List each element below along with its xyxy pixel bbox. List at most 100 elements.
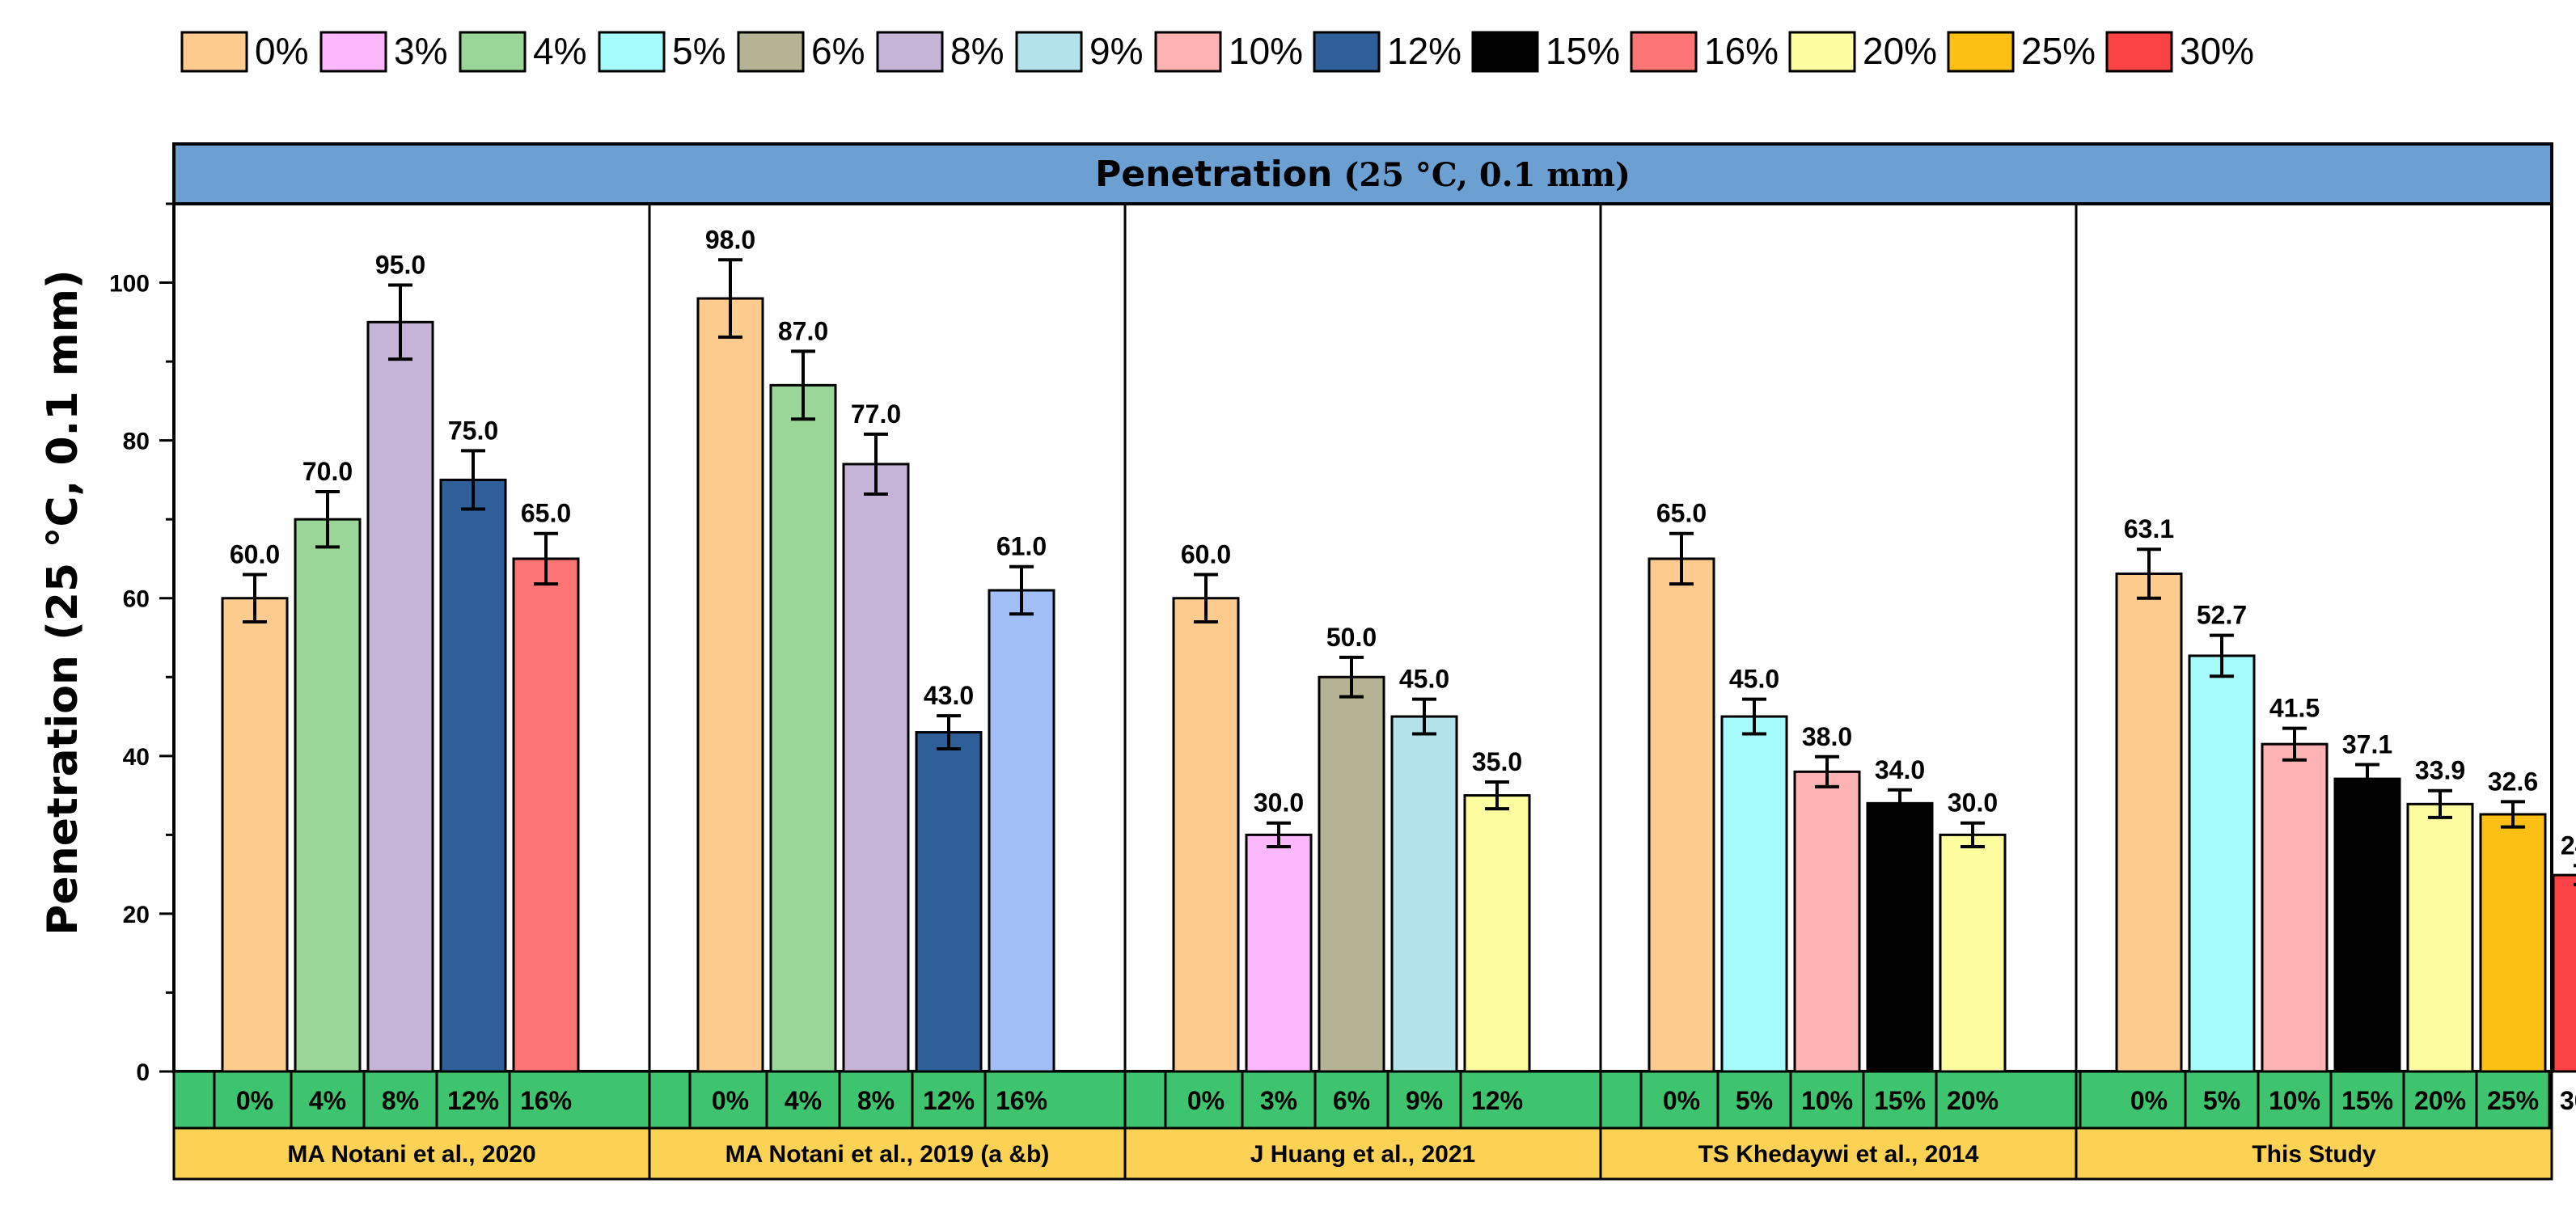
data-label: 45.0: [1729, 665, 1779, 694]
bar: [769, 383, 837, 1073]
legend-swatch: [1313, 31, 1381, 73]
category-cell: [435, 1070, 511, 1130]
category-label: 15%: [1874, 1086, 1926, 1115]
data-label: 77.0: [851, 399, 901, 429]
data-label: 30.0: [1948, 788, 1998, 818]
legend-swatch: [1154, 31, 1222, 73]
category-cell: [983, 1070, 1127, 1130]
bar: [1648, 557, 1715, 1073]
legend-swatch: [319, 31, 387, 73]
category-cell: [2548, 1070, 2553, 1130]
data-label: 98.0: [705, 225, 755, 254]
plot-area: Penetration (25 °C, 0.1 mm) 0 20 40 60 80 100 0%…: [109, 142, 2576, 1181]
category-cell: [648, 1070, 692, 1130]
category-label: 0%: [236, 1086, 273, 1115]
group-cell: [1599, 1126, 2078, 1181]
data-label: 33.9: [2415, 756, 2465, 785]
bar: [439, 478, 507, 1073]
bar: [915, 731, 983, 1073]
bar: [2406, 802, 2474, 1073]
legend-swatch: [1788, 31, 1856, 73]
bar: [1245, 833, 1313, 1073]
chart-title-units: (25 °C, 0.1 mm): [1343, 156, 1631, 194]
chart-title-main: Penetration: [1095, 154, 1332, 195]
legend-label: 10%: [1229, 30, 1303, 72]
group-label: This Study: [2252, 1141, 2376, 1168]
category-label: 20%: [2414, 1086, 2466, 1115]
y-tick-label: 20: [123, 902, 150, 928]
y-tick-label: 100: [109, 271, 150, 298]
legend-label: 15%: [1546, 30, 1620, 72]
legend-swatch: [876, 31, 944, 73]
group-cell: [648, 1126, 1127, 1181]
category-cell: [1123, 1070, 1167, 1130]
data-label: 60.0: [1181, 539, 1231, 568]
data-label: 50.0: [1326, 623, 1377, 652]
legend-label: 30%: [2180, 30, 2254, 72]
legend-label: 5%: [672, 30, 725, 72]
category-label: 3%: [1260, 1086, 1297, 1115]
bar: [696, 297, 764, 1073]
group-label: MA Notani et al., 2019 (a &b): [725, 1141, 1050, 1168]
category-cell: [1599, 1070, 1643, 1130]
data-label: 32.6: [2488, 767, 2538, 796]
legend-label: 9%: [1089, 30, 1143, 72]
chart-legend: 0% 3% 4% 5% 6% 8% 9% 10% 12% 15% 16% 20% 25% 30%: [180, 30, 2254, 73]
legend-label: 8%: [950, 30, 1004, 72]
category-label: 10%: [1801, 1086, 1853, 1115]
legend-label: 3%: [394, 30, 447, 72]
category-label: 5%: [1736, 1086, 1773, 1115]
category-label: 8%: [857, 1086, 895, 1115]
category-label: 16%: [520, 1086, 572, 1115]
data-label: 87.0: [778, 316, 828, 345]
y-tick-label: 80: [123, 429, 150, 455]
y-tick-label: 40: [123, 744, 150, 771]
data-label: 95.0: [375, 250, 425, 279]
legend-swatch: [180, 31, 248, 73]
category-label: 16%: [996, 1086, 1047, 1115]
category-label: 6%: [1333, 1086, 1370, 1115]
category-label: 15%: [2341, 1086, 2393, 1115]
bar: [842, 463, 910, 1073]
category-cell: [1386, 1070, 1462, 1130]
data-label: 60.0: [230, 539, 280, 568]
bar: [2479, 813, 2547, 1073]
data-label: 65.0: [521, 499, 571, 528]
legend-swatch: [1015, 31, 1083, 73]
data-label: 38.0: [1802, 722, 1852, 751]
category-label: 25%: [2487, 1086, 2539, 1115]
bar: [2261, 742, 2329, 1073]
bar: [366, 320, 434, 1073]
data-label: 24.9: [2561, 831, 2576, 860]
category-label: 5%: [2203, 1086, 2240, 1115]
legend-label: 25%: [2021, 30, 2096, 72]
bar: [2333, 777, 2401, 1073]
category-label: 9%: [1406, 1086, 1443, 1115]
category-label: 30%: [2560, 1086, 2576, 1115]
legend-swatch: [2105, 31, 2173, 73]
bar: [512, 557, 580, 1073]
data-label: 30.0: [1254, 788, 1304, 818]
category-cell: [911, 1070, 987, 1130]
legend-swatch: [737, 31, 805, 73]
data-label: 65.0: [1656, 499, 1707, 528]
data-label: 45.0: [1399, 665, 1449, 694]
legend-label: 6%: [811, 30, 865, 72]
category-label: 4%: [785, 1086, 822, 1115]
bar: [2188, 654, 2256, 1073]
bar: [1793, 770, 1861, 1073]
data-label: 61.0: [996, 532, 1047, 561]
category-label: 0%: [712, 1086, 749, 1115]
category-label: 0%: [1187, 1086, 1225, 1115]
data-label: 52.7: [2197, 601, 2247, 630]
data-label: 41.5: [2269, 694, 2320, 723]
group-cell: [2075, 1126, 2553, 1181]
bar: [1463, 794, 1531, 1073]
data-label: 43.0: [924, 681, 974, 710]
category-cell: [1313, 1070, 1390, 1130]
legend-label: 4%: [533, 30, 586, 72]
legend-swatch: [1947, 31, 2015, 73]
legend-label: 20%: [1863, 30, 1937, 72]
bar: [221, 597, 289, 1073]
